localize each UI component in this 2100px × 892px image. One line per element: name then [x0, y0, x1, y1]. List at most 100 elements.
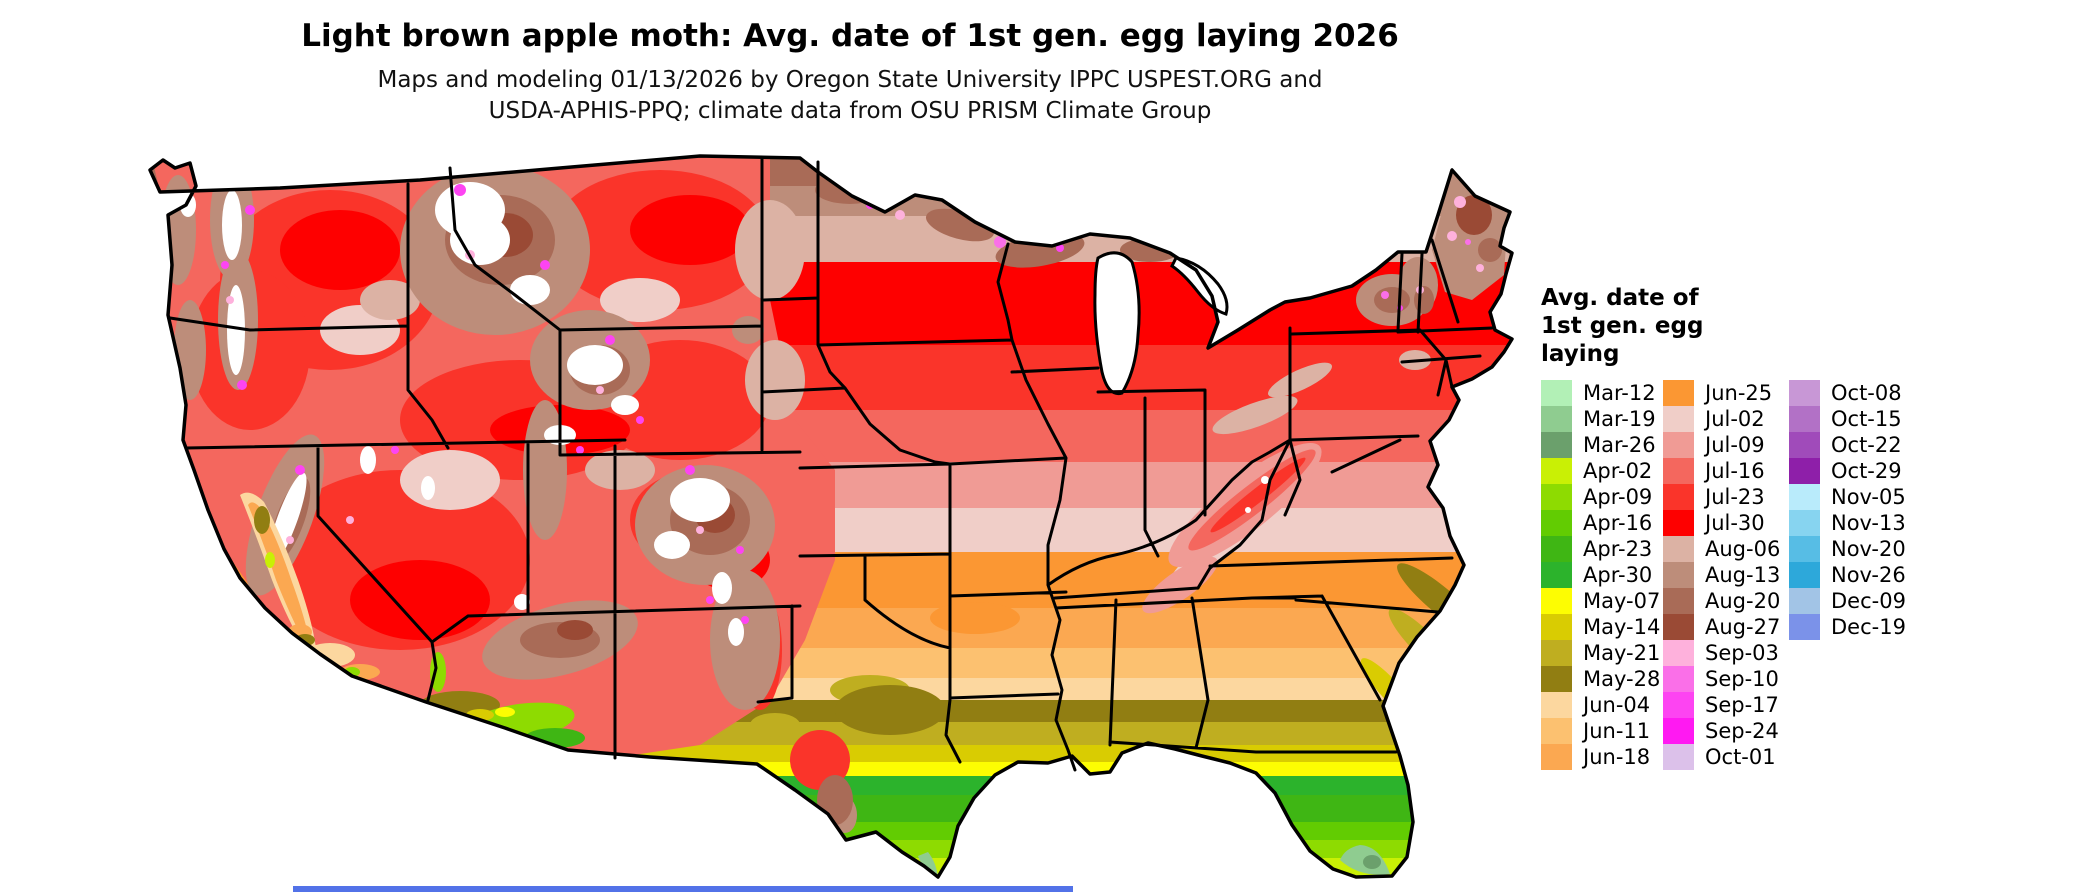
legend-label: Sep-24 [1705, 719, 1779, 743]
legend-label: Jun-18 [1583, 745, 1651, 769]
legend-entry: Apr-16 [1541, 510, 1660, 536]
legend-swatch [1541, 744, 1572, 770]
legend-label: Aug-20 [1705, 589, 1781, 613]
legend-label: May-21 [1583, 641, 1661, 665]
legend-swatch [1663, 562, 1694, 588]
legend-label: Nov-05 [1831, 485, 1906, 509]
band-Jun-04 [150, 678, 1512, 700]
legend-label: Apr-02 [1583, 459, 1653, 483]
legend-entry: Jul-30 [1663, 510, 1780, 536]
bottom-bar [293, 886, 1073, 892]
legend-swatch [1663, 406, 1694, 432]
legend-label: Aug-27 [1705, 615, 1781, 639]
legend-entry: Nov-05 [1789, 484, 1906, 510]
legend-label: Aug-06 [1705, 537, 1781, 561]
legend-entry: Mar-12 [1541, 380, 1660, 406]
legend-swatch [1789, 562, 1820, 588]
legend-entry: Sep-24 [1663, 718, 1780, 744]
legend-entry: Nov-26 [1789, 562, 1906, 588]
legend-label: Nov-13 [1831, 511, 1906, 535]
legend-swatch [1663, 744, 1694, 770]
legend-swatch [1663, 510, 1694, 536]
legend-entry: Dec-09 [1789, 588, 1906, 614]
band-May-28 [150, 700, 1512, 722]
band-Apr-16 [150, 822, 1512, 840]
page-title: Light brown apple moth: Avg. date of 1st… [301, 18, 1399, 54]
legend: Avg. date of 1st gen. egg laying Mar-12 M… [1541, 284, 2021, 770]
legend-swatch [1663, 718, 1694, 744]
legend-swatch [1663, 692, 1694, 718]
legend-swatch [1541, 380, 1572, 406]
legend-swatch [1541, 406, 1572, 432]
legend-column-1: Mar-12 Mar-19 Mar-26 Apr-02 Apr-09 Apr-16 Apr-… [1541, 380, 1660, 770]
legend-entry: Oct-01 [1663, 744, 1780, 770]
legend-swatch [1541, 510, 1572, 536]
legend-entry: Jun-11 [1541, 718, 1660, 744]
header: Light brown apple moth: Avg. date of 1st… [0, 0, 1700, 127]
legend-label: Jun-25 [1705, 381, 1773, 405]
legend-swatch [1663, 380, 1694, 406]
legend-column-2: Jun-25 Jul-02 Jul-09 Jul-16 Jul-23 Jul-30 Aug-… [1663, 380, 1780, 770]
legend-label: Dec-09 [1831, 589, 1906, 613]
state-borders [168, 156, 1494, 772]
legend-label: Sep-17 [1705, 693, 1779, 717]
legend-label: Apr-30 [1583, 563, 1653, 587]
legend-label: Sep-10 [1705, 667, 1779, 691]
legend-swatch [1789, 536, 1820, 562]
legend-swatch [1789, 484, 1820, 510]
legend-swatch [1663, 666, 1694, 692]
legend-label: Jun-11 [1583, 719, 1651, 743]
band-Apr-02 [150, 858, 1512, 877]
legend-entry: Jul-02 [1663, 406, 1780, 432]
legend-label: Sep-03 [1705, 641, 1779, 665]
legend-entry: Mar-19 [1541, 406, 1660, 432]
legend-label: Mar-19 [1583, 407, 1656, 431]
legend-entry: Apr-23 [1541, 536, 1660, 562]
legend-label: Apr-09 [1583, 485, 1653, 509]
legend-entry: Jul-09 [1663, 432, 1780, 458]
legend-label: Jun-04 [1583, 693, 1651, 717]
legend-entry: Sep-03 [1663, 640, 1780, 666]
legend-swatch [1541, 640, 1572, 666]
high-elevation-blank [180, 182, 744, 646]
legend-swatch [1789, 458, 1820, 484]
legend-label: Jul-30 [1705, 511, 1765, 535]
legend-label: Mar-26 [1583, 433, 1656, 457]
subtitle-line-2: USDA-APHIS-PPQ; climate data from OSU PR… [488, 98, 1212, 124]
legend-swatch [1541, 718, 1572, 744]
legend-entry: Aug-20 [1663, 588, 1780, 614]
legend-swatch [1541, 484, 1572, 510]
legend-entry: Jun-04 [1541, 692, 1660, 718]
legend-swatch [1663, 536, 1694, 562]
legend-entry: May-21 [1541, 640, 1660, 666]
legend-entry: Oct-22 [1789, 432, 1906, 458]
legend-label: Apr-23 [1583, 537, 1653, 561]
lake-michigan [1093, 251, 1141, 396]
legend-label: May-14 [1583, 615, 1661, 639]
legend-entry: Apr-02 [1541, 458, 1660, 484]
subtitle-line-1: Maps and modeling 01/13/2026 by Oregon S… [377, 67, 1323, 93]
legend-swatch [1663, 614, 1694, 640]
legend-title-line-2: 1st gen. egg [1541, 313, 1704, 339]
legend-entry: Jul-16 [1663, 458, 1780, 484]
legend-entry: Aug-13 [1663, 562, 1780, 588]
legend-swatch [1663, 484, 1694, 510]
legend-entry: May-07 [1541, 588, 1660, 614]
legend-swatch [1541, 666, 1572, 692]
legend-entry: Sep-17 [1663, 692, 1780, 718]
legend-entry: Sep-10 [1663, 666, 1780, 692]
legend-swatch [1789, 588, 1820, 614]
map-fill-layers [150, 156, 1512, 877]
legend-title-line-1: Avg. date of [1541, 285, 1699, 311]
legend-swatch [1789, 510, 1820, 536]
legend-entry: Nov-20 [1789, 536, 1906, 562]
legend-label: Oct-15 [1831, 407, 1902, 431]
legend-entry: Jun-18 [1541, 744, 1660, 770]
legend-entry: Dec-19 [1789, 614, 1906, 640]
legend-label: Aug-13 [1705, 563, 1781, 587]
legend-label: Oct-08 [1831, 381, 1902, 405]
legend-entry: Jul-23 [1663, 484, 1780, 510]
legend-entry: Aug-06 [1663, 536, 1780, 562]
legend-label: Nov-26 [1831, 563, 1906, 587]
